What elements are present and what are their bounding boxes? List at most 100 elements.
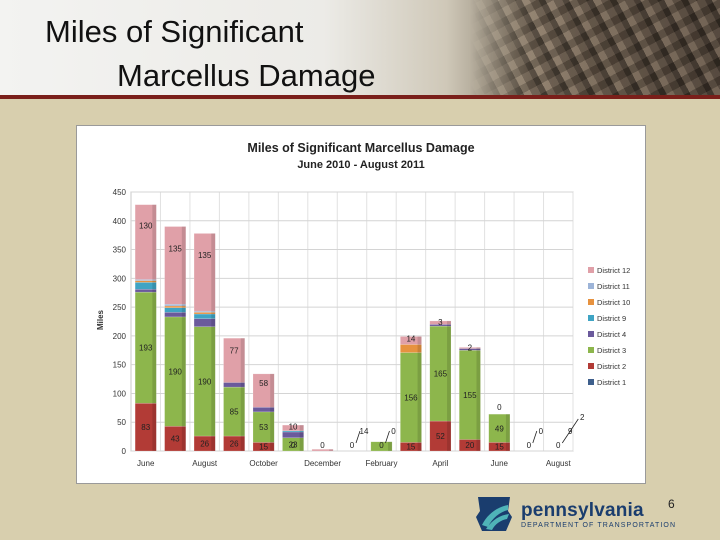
bar-segment bbox=[134, 279, 157, 281]
bar-segment bbox=[459, 347, 481, 349]
data-label: 15 bbox=[406, 443, 415, 452]
bar-segment bbox=[282, 424, 304, 432]
leader-line bbox=[355, 430, 361, 444]
x-tick-label: December bbox=[304, 459, 341, 468]
x-tick-label: April bbox=[432, 459, 448, 468]
x-tick-label: June bbox=[137, 459, 155, 468]
bar-segment bbox=[223, 386, 245, 437]
y-tick-label: 100 bbox=[113, 389, 127, 398]
legend-label: District 12 bbox=[597, 266, 630, 275]
bar-shade bbox=[476, 347, 481, 451]
header-banner bbox=[0, 0, 720, 95]
data-label: 190 bbox=[198, 377, 212, 386]
y-tick-label: 400 bbox=[113, 217, 127, 226]
bar-shade bbox=[270, 373, 275, 451]
data-label: 83 bbox=[141, 423, 150, 432]
legend-swatch bbox=[588, 283, 594, 289]
data-label: 2 bbox=[580, 413, 585, 422]
bar-shade bbox=[447, 320, 452, 451]
data-label: 155 bbox=[463, 391, 477, 400]
legend-label: District 4 bbox=[597, 330, 626, 339]
chart-panel: Miles of Significant Marcellus Damage Ju… bbox=[76, 125, 646, 484]
x-tick-label: June bbox=[491, 459, 509, 468]
leader-line bbox=[532, 430, 538, 444]
data-label: 53 bbox=[259, 423, 268, 432]
bar-segment bbox=[488, 413, 511, 443]
bar-shade bbox=[152, 204, 157, 451]
y-tick-label: 450 bbox=[113, 188, 127, 197]
legend-label: District 3 bbox=[597, 346, 626, 355]
slide-title-line2: Marcellus Damage bbox=[117, 58, 376, 93]
data-label: 58 bbox=[259, 379, 268, 388]
data-label: 14 bbox=[406, 335, 415, 344]
header-divider bbox=[0, 95, 720, 99]
legend-swatch bbox=[588, 331, 594, 337]
data-label: 0 bbox=[539, 427, 544, 436]
legend-label: District 11 bbox=[597, 282, 630, 291]
bar-shade bbox=[211, 233, 216, 451]
y-tick-label: 250 bbox=[113, 303, 127, 312]
data-label: 49 bbox=[495, 424, 504, 433]
legend-label: District 1 bbox=[597, 378, 626, 387]
y-tick-label: 50 bbox=[117, 418, 126, 427]
bar-shade bbox=[417, 336, 422, 451]
leader-line bbox=[561, 418, 579, 444]
data-label: 193 bbox=[139, 344, 153, 353]
x-tick-label: August bbox=[192, 459, 218, 468]
data-label: 85 bbox=[230, 408, 239, 417]
bar-segment bbox=[400, 352, 422, 443]
bar-segment bbox=[193, 233, 216, 312]
leader-line bbox=[385, 430, 390, 444]
y-tick-label: 300 bbox=[113, 274, 127, 283]
data-label: 20 bbox=[465, 441, 474, 450]
data-label: 0 bbox=[379, 441, 384, 450]
legend-label: District 10 bbox=[597, 298, 630, 307]
legend-swatch bbox=[588, 299, 594, 305]
bar-segment bbox=[164, 226, 187, 305]
slide-title-line1: Miles of Significant bbox=[45, 14, 304, 49]
bar-segment bbox=[252, 373, 275, 408]
chart-subtitle: June 2010 - August 2011 bbox=[297, 159, 424, 171]
x-tick-label: February bbox=[365, 459, 397, 468]
chart-svg: Miles of Significant Marcellus Damage Ju… bbox=[96, 141, 630, 468]
x-tick-label: August bbox=[546, 459, 572, 468]
data-label: 15 bbox=[259, 443, 268, 452]
page-number: 6 bbox=[668, 497, 675, 511]
data-label: 190 bbox=[169, 368, 183, 377]
brand-name: pennsylvania bbox=[521, 500, 644, 521]
data-label: 2 bbox=[468, 344, 473, 353]
data-label: 23 bbox=[289, 440, 298, 449]
data-label: 135 bbox=[169, 244, 183, 253]
bar-shade bbox=[505, 414, 510, 451]
bar-segment bbox=[370, 441, 393, 452]
data-label: 0 bbox=[527, 441, 532, 450]
bar-shade bbox=[299, 425, 304, 451]
bar-segment bbox=[429, 320, 452, 325]
slide-title: Miles of Significant Marcellus Damage bbox=[45, 10, 375, 98]
data-label: 77 bbox=[230, 347, 239, 356]
data-label: 156 bbox=[404, 393, 418, 402]
legend-label: District 9 bbox=[597, 314, 626, 323]
chart-title: Miles of Significant Marcellus Damage bbox=[247, 141, 474, 155]
bar-segment bbox=[223, 337, 245, 383]
bar-segment bbox=[400, 336, 422, 345]
legend-swatch bbox=[588, 267, 594, 273]
data-label: 52 bbox=[436, 432, 445, 441]
data-label: 0 bbox=[391, 427, 396, 436]
legend-swatch bbox=[588, 379, 594, 385]
y-tick-label: 200 bbox=[113, 332, 127, 341]
bar-segment bbox=[134, 204, 157, 280]
legend-label: District 2 bbox=[597, 362, 626, 371]
legend-swatch bbox=[588, 315, 594, 321]
brand-department: DEPARTMENT OF TRANSPORTATION bbox=[521, 522, 677, 529]
data-label: 26 bbox=[230, 440, 239, 449]
y-tick-label: 0 bbox=[122, 447, 127, 456]
data-label: 43 bbox=[171, 435, 180, 444]
legend-swatch bbox=[588, 363, 594, 369]
penndot-keystone-logo bbox=[476, 497, 512, 531]
bar-segment bbox=[311, 449, 334, 452]
legend-swatch bbox=[588, 347, 594, 353]
data-label: 130 bbox=[139, 222, 153, 231]
data-label: 10 bbox=[289, 423, 298, 432]
data-label: 0 bbox=[350, 441, 355, 450]
